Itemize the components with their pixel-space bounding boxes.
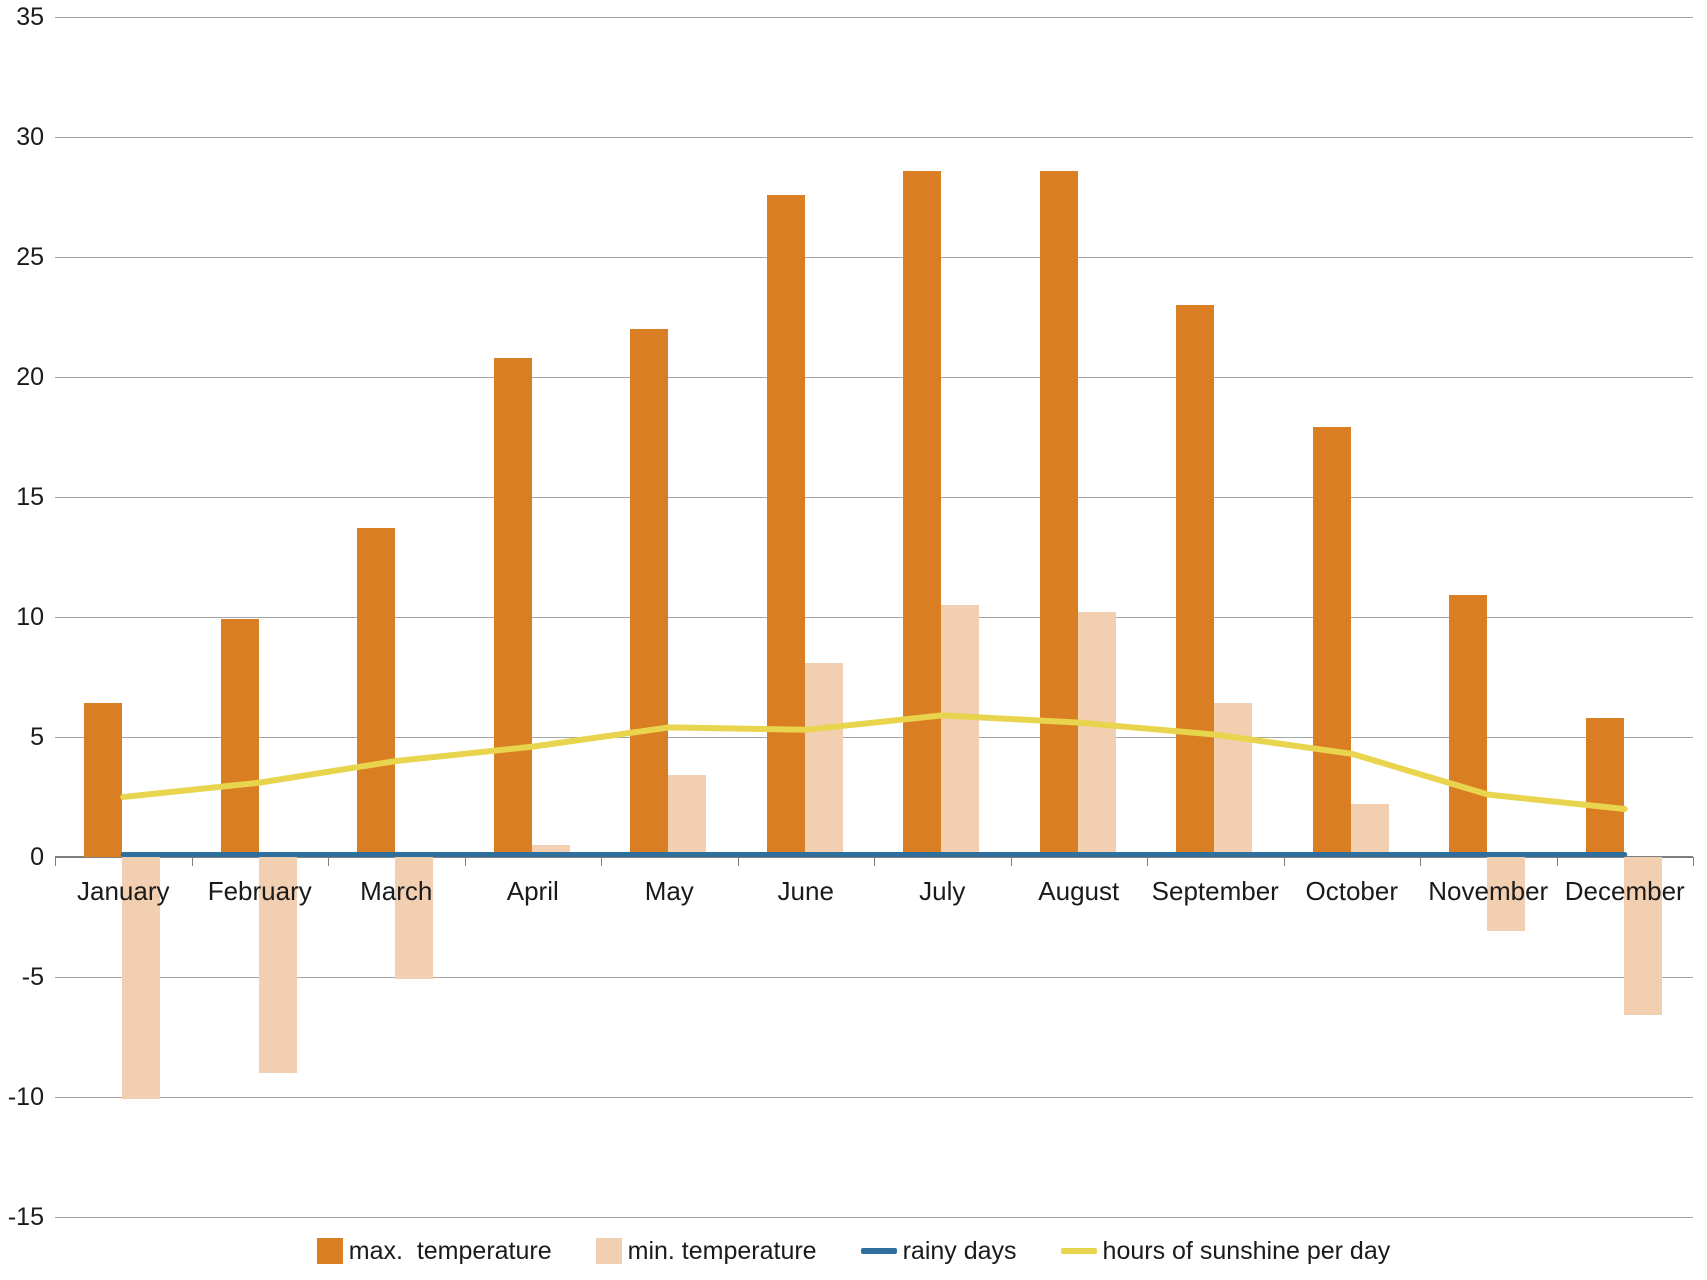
bar-max-temperature-september (1176, 305, 1215, 857)
bar-min-temperature-march (395, 857, 434, 980)
y-axis-tick-label: 35 (16, 3, 44, 31)
bar-max-temperature-august (1039, 170, 1078, 857)
bar-min-temperature-june (804, 662, 843, 857)
x-axis-tick (1420, 857, 1421, 866)
gridline-y-5 (55, 737, 1693, 738)
bar-min-temperature-may (668, 775, 707, 857)
gridline-y-10 (55, 617, 1693, 618)
bar-max-temperature-june (766, 194, 805, 857)
bar-min-temperature-february (258, 857, 297, 1073)
gridline-y-35 (55, 17, 1693, 18)
y-axis-tick-label: -15 (7, 1203, 44, 1231)
y-axis-tick-label: -10 (7, 1083, 44, 1111)
x-axis-label-september: September (1151, 876, 1279, 906)
y-axis-tick-label: 25 (16, 243, 44, 271)
x-axis-label-may: May (644, 876, 694, 906)
bar-max-temperature-december (1585, 717, 1624, 857)
gridline-y-30 (55, 137, 1693, 138)
y-axis-tick-label: -5 (21, 963, 44, 991)
legend-item-rainy-days: rainy days (860, 1236, 1017, 1266)
legend-swatch-square (316, 1238, 343, 1264)
x-axis-label-june: June (777, 876, 834, 906)
bar-max-temperature-april (493, 357, 532, 857)
x-axis-tick (1010, 857, 1012, 866)
x-axis-label-august: August (1038, 876, 1120, 906)
sunshine-line (120, 712, 1628, 812)
bar-min-temperature-july (941, 605, 980, 857)
x-axis-tick (1556, 857, 1558, 866)
y-axis-tick-label: 15 (16, 483, 44, 511)
gridline-y-25 (55, 257, 1693, 258)
x-axis-label-november: November (1428, 876, 1549, 906)
x-axis-tick (874, 857, 875, 866)
bar-min-temperature-november (1487, 857, 1526, 932)
x-axis-tick (1283, 857, 1285, 866)
legend-item-hours-of-sunshine-per-day: hours of sunshine per day (1060, 1236, 1391, 1266)
legend-item-min-temperature: min. temperature (595, 1236, 817, 1266)
gridline-y--10 (55, 1097, 1693, 1098)
x-axis-label-january: January (77, 876, 170, 906)
x-axis-tick (1693, 857, 1694, 866)
legend-item-max-temperature: max. temperature (316, 1236, 552, 1266)
bar-min-temperature-september (1214, 703, 1253, 857)
y-axis-tick-label: 20 (16, 363, 44, 391)
x-axis-label-december: December (1564, 876, 1685, 906)
bar-max-temperature-july (903, 170, 942, 857)
bar-min-temperature-december (1623, 857, 1662, 1016)
gridline-y-15 (55, 497, 1693, 498)
bar-min-temperature-august (1077, 612, 1116, 857)
chart-legend: max. temperature min. temperature rainy da… (0, 1236, 1707, 1266)
gridline-y--5 (55, 977, 1693, 978)
legend-label: min. temperature (627, 1237, 817, 1265)
x-axis-label-february: February (207, 876, 312, 906)
x-axis-tick (191, 857, 193, 866)
x-axis-tick (1147, 857, 1148, 866)
bar-max-temperature-may (630, 329, 669, 857)
x-axis-tick (737, 857, 739, 866)
legend-label: max. temperature (348, 1237, 552, 1265)
x-axis-label-october: October (1305, 876, 1399, 906)
legend-swatch-square (595, 1238, 622, 1264)
x-axis-tick (328, 857, 329, 866)
bar-max-temperature-november (1449, 595, 1488, 857)
y-axis-tick-label: 5 (30, 723, 44, 751)
bar-max-temperature-march (357, 528, 396, 857)
legend-swatch-line (860, 1248, 897, 1254)
gridline-y-20 (55, 377, 1693, 378)
x-axis-label-april: April (506, 876, 559, 906)
x-axis-tick (55, 857, 56, 866)
bar-max-temperature-february (220, 619, 259, 857)
legend-label: rainy days (902, 1237, 1017, 1265)
x-axis-tick (601, 857, 602, 866)
legend-swatch-line (1060, 1248, 1097, 1254)
legend-label: hours of sunshine per day (1102, 1237, 1391, 1265)
bar-min-temperature-october (1350, 804, 1389, 857)
bar-max-temperature-january (84, 703, 123, 857)
y-axis-tick-label: 10 (16, 603, 44, 631)
x-axis-tick (464, 857, 466, 866)
x-axis-label-july: July (919, 876, 966, 906)
bar-max-temperature-october (1312, 427, 1351, 857)
x-axis-label-march: March (360, 876, 433, 906)
y-axis-tick-label: 0 (30, 843, 44, 871)
gridline-y--15 (55, 1217, 1693, 1218)
bar-min-temperature-january (122, 857, 161, 1100)
y-axis-tick-label: 30 (16, 123, 44, 151)
